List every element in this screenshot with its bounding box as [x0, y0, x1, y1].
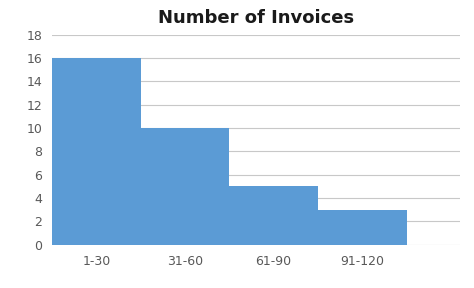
- Bar: [229, 186, 318, 245]
- Bar: [141, 128, 229, 245]
- Bar: [52, 58, 141, 245]
- Bar: [318, 210, 407, 245]
- Title: Number of Invoices: Number of Invoices: [158, 10, 354, 27]
